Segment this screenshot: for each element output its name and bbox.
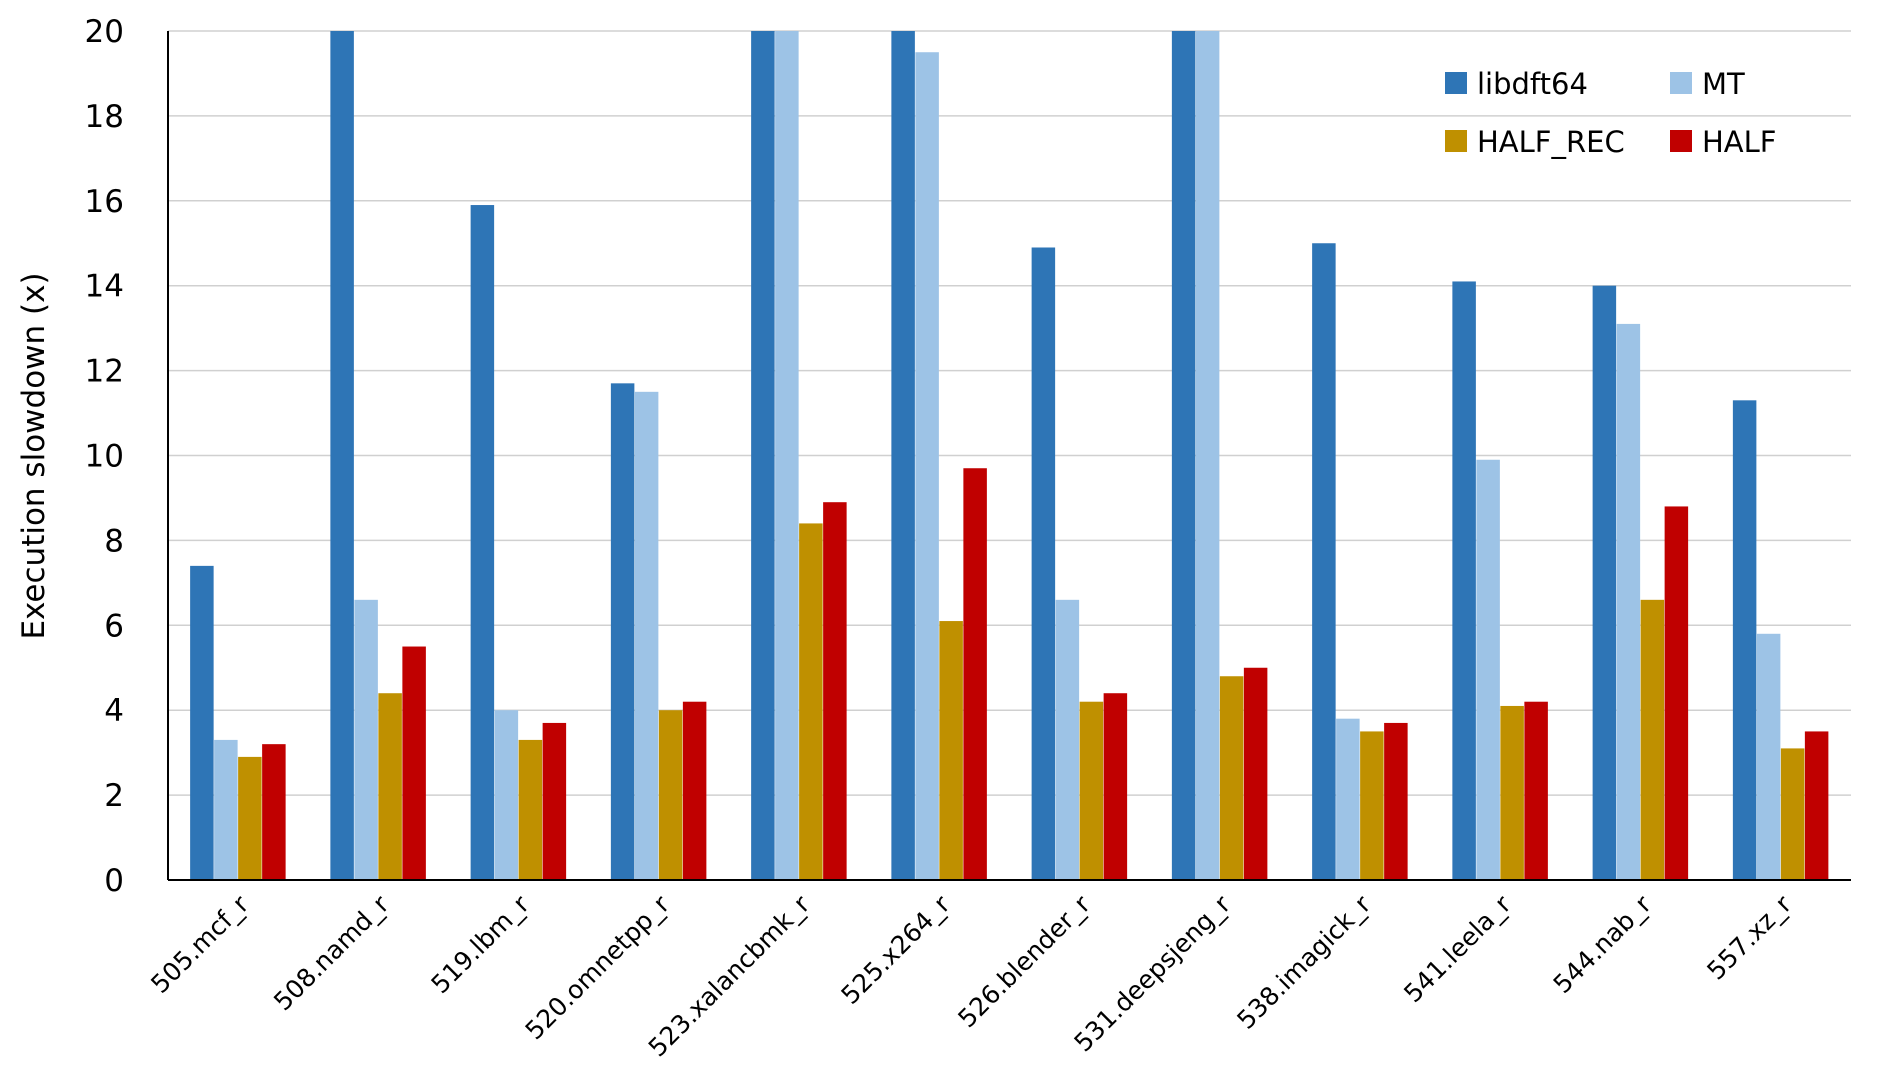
- bar-half: [542, 722, 567, 880]
- bar-mt: [915, 52, 939, 881]
- y-tick-label: 0: [104, 863, 124, 899]
- bar-libdft64: [1171, 31, 1196, 880]
- bar-mt: [1336, 718, 1360, 880]
- bar-libdft64: [1732, 400, 1757, 880]
- bar-half: [1103, 693, 1128, 880]
- legend-label: MT: [1702, 67, 1745, 101]
- legend-label: HALF: [1702, 125, 1776, 159]
- bar-mt: [494, 710, 519, 880]
- legend-swatch: [1445, 72, 1467, 94]
- bar-libdft64: [1592, 285, 1617, 880]
- bar-half: [262, 744, 286, 880]
- bar-libdft64: [1452, 281, 1476, 881]
- bar-mt: [1055, 599, 1080, 880]
- bar-mt: [1616, 323, 1641, 880]
- y-tick-label: 18: [85, 99, 124, 135]
- x-tick-label: 531.deepsjeng_r: [1069, 889, 1237, 1057]
- bar-half-rec: [1780, 748, 1805, 880]
- x-tick-label: 505.mcf_r: [145, 889, 255, 999]
- legend-swatch: [1445, 130, 1467, 152]
- bar-half-rec: [1640, 599, 1665, 880]
- y-tick-label: 12: [85, 354, 124, 390]
- x-tick-label: 526.blender_r: [952, 889, 1096, 1033]
- bar-half-rec: [378, 693, 402, 880]
- bar-libdft64: [1312, 243, 1336, 880]
- y-tick-label: 10: [85, 439, 124, 475]
- bar-half: [1384, 722, 1408, 880]
- bar-half: [1243, 667, 1268, 880]
- bar-mt: [775, 31, 799, 880]
- y-tick-label: 2: [104, 778, 124, 814]
- bar-libdft64: [190, 565, 214, 880]
- bar-half-rec: [658, 710, 683, 880]
- bar-half: [1664, 506, 1689, 880]
- legend-swatch: [1670, 130, 1692, 152]
- bar-half: [402, 646, 426, 880]
- y-tick-label: 16: [85, 184, 124, 220]
- bar-mt: [634, 391, 659, 880]
- bars: [190, 31, 1829, 881]
- x-tick-label: 508.namd_r: [268, 889, 395, 1016]
- bar-mt: [1756, 633, 1781, 880]
- bar-libdft64: [470, 205, 495, 881]
- bar-half: [1804, 731, 1829, 880]
- bar-half-rec: [238, 756, 262, 880]
- x-tick-label: 519.lbm_r: [426, 889, 536, 999]
- legend-swatch: [1670, 72, 1692, 94]
- x-tick-label: 541.leela_r: [1398, 889, 1517, 1008]
- y-tick-labels: 0 2 4 6 8 10 12 14 16 18 20: [85, 14, 124, 899]
- bar-half-rec: [518, 739, 543, 880]
- y-tick-label: 8: [104, 523, 124, 559]
- bar-half-rec: [1219, 676, 1244, 880]
- bar-mt: [1476, 459, 1500, 880]
- legend: libdft64 MT HALF_REC HALF: [1445, 67, 1776, 159]
- bar-half-rec: [939, 621, 963, 880]
- bar-libdft64: [1031, 247, 1056, 880]
- x-tick-labels: 505.mcf_r 508.namd_r 519.lbm_r520.omnetpp_…: [145, 889, 1797, 1062]
- y-axis-label: Execution slowdown (x): [16, 272, 52, 639]
- bar-half: [682, 701, 707, 880]
- bar-libdft64: [891, 31, 915, 880]
- bar-mt: [214, 739, 238, 880]
- gridlines: [168, 30, 1851, 796]
- bar-half-rec: [1500, 705, 1524, 880]
- x-tick-label: 525.x264_r: [835, 889, 956, 1010]
- bar-half-rec: [1079, 701, 1104, 880]
- y-tick-label: 14: [85, 269, 124, 305]
- x-tick-label: 544.nab_r: [1548, 889, 1658, 999]
- legend-label: HALF_REC: [1477, 125, 1625, 159]
- bar-libdft64: [751, 31, 775, 880]
- y-tick-label: 20: [85, 14, 124, 50]
- x-tick-label: 520.omnetpp_r: [520, 889, 676, 1045]
- bar-half-rec: [1360, 731, 1384, 880]
- legend-label: libdft64: [1477, 67, 1588, 101]
- bar-libdft64: [330, 31, 354, 880]
- y-tick-label: 6: [104, 608, 124, 644]
- bar-libdft64: [610, 383, 635, 880]
- bar-half: [823, 502, 847, 880]
- x-tick-label: 538.imagick_r: [1231, 889, 1377, 1035]
- y-tick-label: 4: [104, 693, 124, 729]
- bar-mt: [354, 599, 378, 880]
- bar-half: [1524, 701, 1548, 880]
- bar-mt: [1195, 31, 1220, 880]
- bar-half: [963, 468, 987, 880]
- bar-half-rec: [799, 523, 823, 880]
- x-tick-label: 557.xz_r: [1701, 889, 1797, 985]
